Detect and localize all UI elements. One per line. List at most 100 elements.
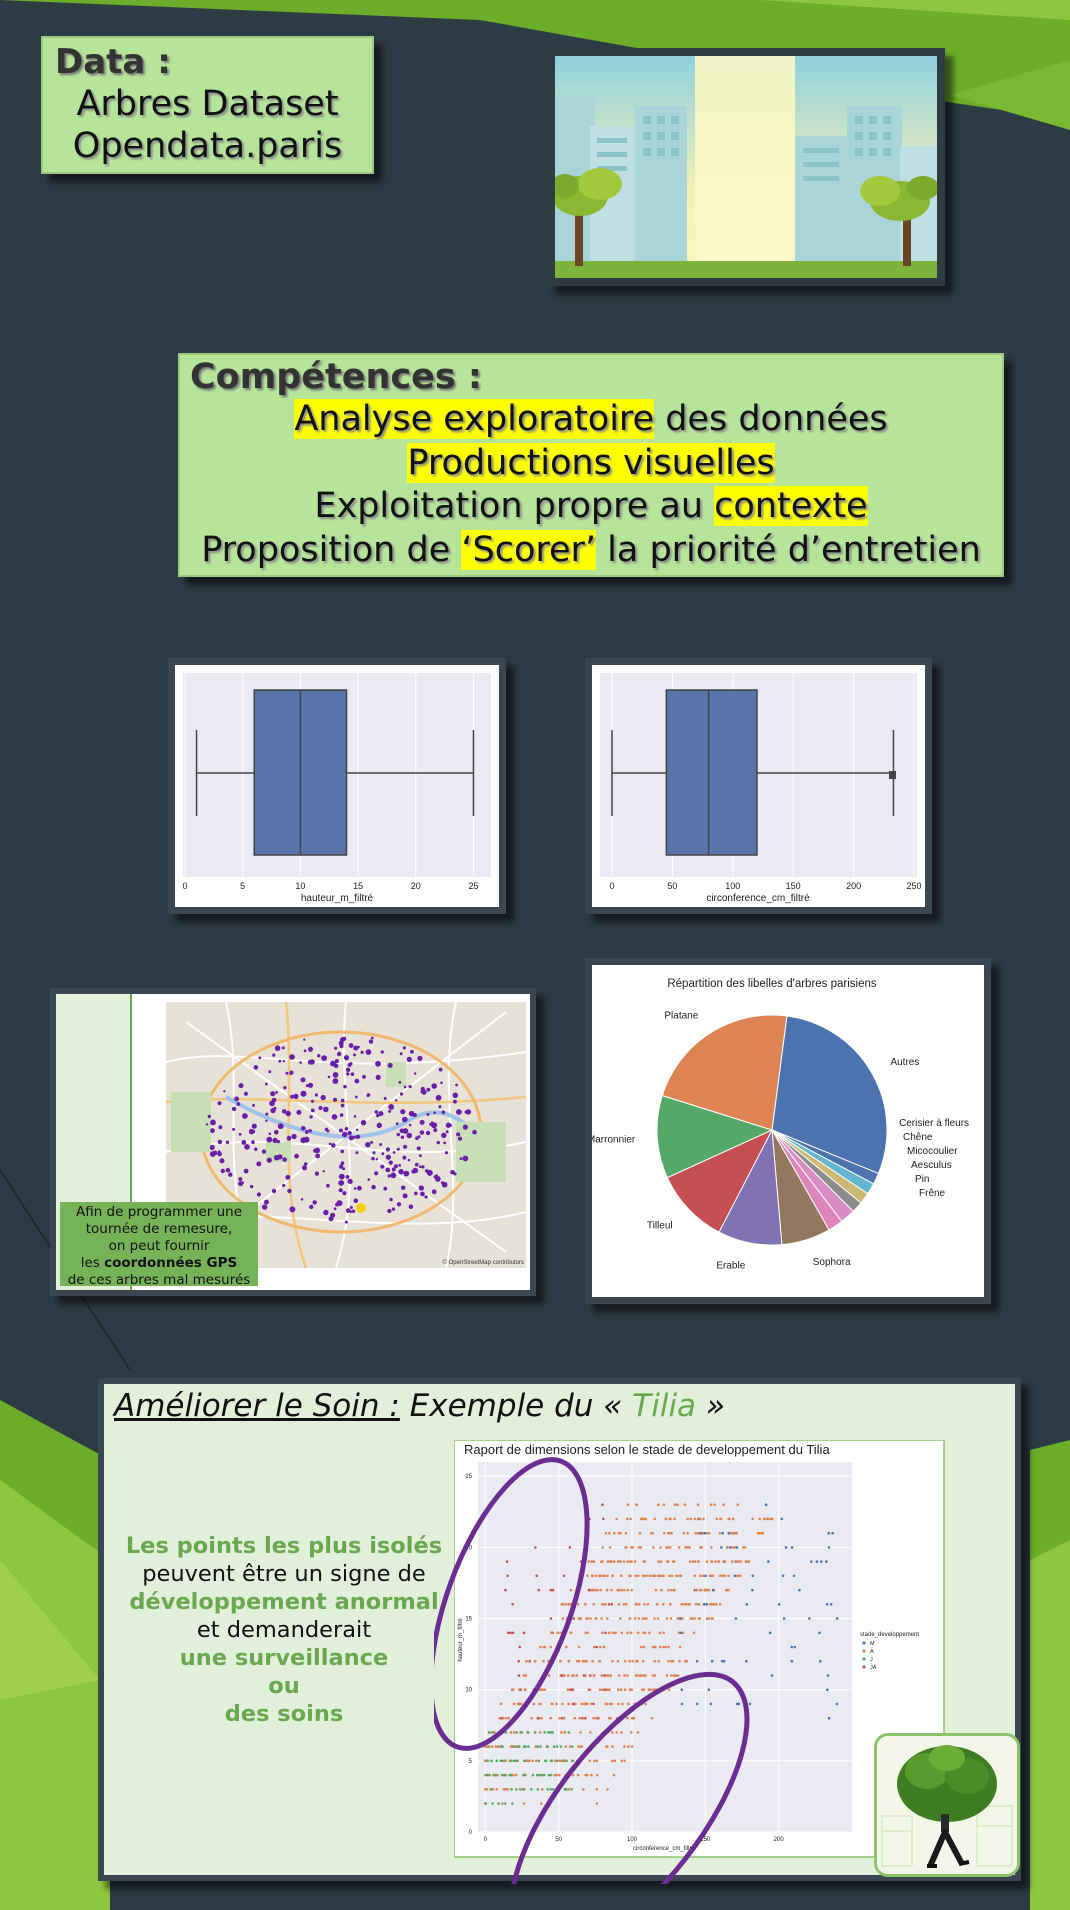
scatter-point <box>531 1759 534 1763</box>
scatter-point <box>539 1731 542 1734</box>
y-tick-label: 15 <box>465 1617 472 1623</box>
tree-marker <box>336 1200 343 1207</box>
scatter-point <box>698 1517 701 1521</box>
scatter-point <box>601 1688 604 1691</box>
tree-marker <box>353 1198 359 1203</box>
scatter-point <box>620 1574 623 1578</box>
pie-slice <box>661 1014 788 1131</box>
scatter-point <box>610 1603 614 1606</box>
scatter-point <box>503 1802 507 1805</box>
tree-marker <box>312 1200 317 1205</box>
tree-marker <box>434 1176 441 1182</box>
scatter-point <box>662 1603 665 1606</box>
tree-marker <box>340 1149 344 1154</box>
tree-marker <box>269 1100 275 1107</box>
scatter-point <box>793 1645 797 1649</box>
tree-marker <box>380 1164 385 1169</box>
tree-marker <box>349 1206 353 1209</box>
tree-marker <box>291 1133 297 1140</box>
scatter-point <box>636 1631 640 1635</box>
scatter-point <box>672 1560 676 1563</box>
tree-marker <box>406 1132 413 1139</box>
pie-label: Frêne <box>919 1188 946 1199</box>
scatter-point <box>683 1503 687 1506</box>
scatter-point <box>497 1745 500 1748</box>
tree-marker <box>399 1052 403 1056</box>
scatter-point <box>711 1617 714 1620</box>
tree-marker <box>323 1106 329 1113</box>
scatter-point <box>486 1745 489 1748</box>
tree-marker <box>272 1137 278 1143</box>
scatter-point <box>790 1546 794 1549</box>
outliers <box>889 771 896 779</box>
tree-marker <box>212 1150 218 1156</box>
scatter-point <box>585 1773 589 1777</box>
tree-marker <box>376 1122 382 1128</box>
legend-label: A <box>870 1649 874 1655</box>
scatter-point <box>542 1645 545 1649</box>
scatter-point <box>518 1688 521 1691</box>
scatter-point <box>706 1531 710 1535</box>
scatter-point <box>611 1731 614 1734</box>
tree-marker <box>300 1090 307 1097</box>
scatter-point <box>601 1503 604 1506</box>
x-tick-label: 25 <box>468 881 478 891</box>
x-ticks: 0 5 10 15 20 25 <box>182 881 478 891</box>
legend-marker <box>862 1665 866 1669</box>
scatter-point <box>671 1659 675 1663</box>
scatter-point <box>522 1802 526 1805</box>
scatter-point <box>617 1531 620 1535</box>
ameliorer-text-5: une surveillance <box>179 1645 389 1671</box>
scatter-point <box>593 1645 596 1649</box>
tree-marker <box>360 1050 364 1054</box>
ameliorer-text-1: Les points les plus isolés <box>125 1533 443 1559</box>
tree-marker <box>243 1091 248 1096</box>
tree-marker <box>299 1061 302 1064</box>
scatter-point <box>571 1773 575 1777</box>
scatter-point <box>550 1631 553 1635</box>
tree-marker <box>414 1162 419 1167</box>
scatter-point <box>490 1745 494 1748</box>
tree-marker <box>472 1129 477 1135</box>
scatter-point <box>527 1759 530 1763</box>
tree-marker <box>416 1146 421 1151</box>
tree-marker <box>344 1126 349 1131</box>
tree-marker <box>300 1077 306 1083</box>
scatter-point <box>620 1588 623 1592</box>
tree-marker <box>370 1036 374 1040</box>
tree-marker <box>420 1191 425 1197</box>
tree-marker <box>380 1050 384 1054</box>
scatter-point <box>693 1617 696 1620</box>
scatter-point <box>684 1546 687 1549</box>
scatter-point <box>617 1603 621 1606</box>
tree-marker <box>418 1185 424 1191</box>
tree-marker <box>265 1119 268 1122</box>
tree-marker <box>290 1094 295 1099</box>
scatter-point <box>693 1574 697 1578</box>
scatter-point <box>623 1674 626 1677</box>
scatter-point <box>620 1759 623 1763</box>
tree-marker <box>219 1158 225 1164</box>
scatter-point <box>709 1702 713 1706</box>
scatter-point <box>826 1674 830 1677</box>
scatter-point <box>599 1588 602 1592</box>
scatter-point <box>710 1603 713 1606</box>
scatter-point <box>515 1745 518 1748</box>
scatter-point <box>604 1531 608 1535</box>
scatter-point <box>679 1631 683 1635</box>
tilia-scatter-chart: Raport de dimensions selon le stade de d… <box>454 1440 945 1858</box>
scatter-point <box>534 1745 537 1748</box>
scatter-title: Raport de dimensions selon le stade de d… <box>464 1442 830 1457</box>
scatter-point <box>540 1802 543 1805</box>
scatter-point <box>682 1531 686 1535</box>
scatter-point <box>635 1674 638 1677</box>
tree-marker <box>370 1140 374 1144</box>
tree-marker <box>342 1191 347 1196</box>
tree-marker <box>281 1046 285 1050</box>
scatter-point <box>673 1674 677 1677</box>
scatter-point <box>628 1659 631 1663</box>
scatter-point <box>619 1617 622 1620</box>
pie-title: Répartition des libelles d'arbres parisi… <box>667 978 877 990</box>
tree-marker <box>403 1170 410 1177</box>
scatter-point <box>808 1617 811 1620</box>
